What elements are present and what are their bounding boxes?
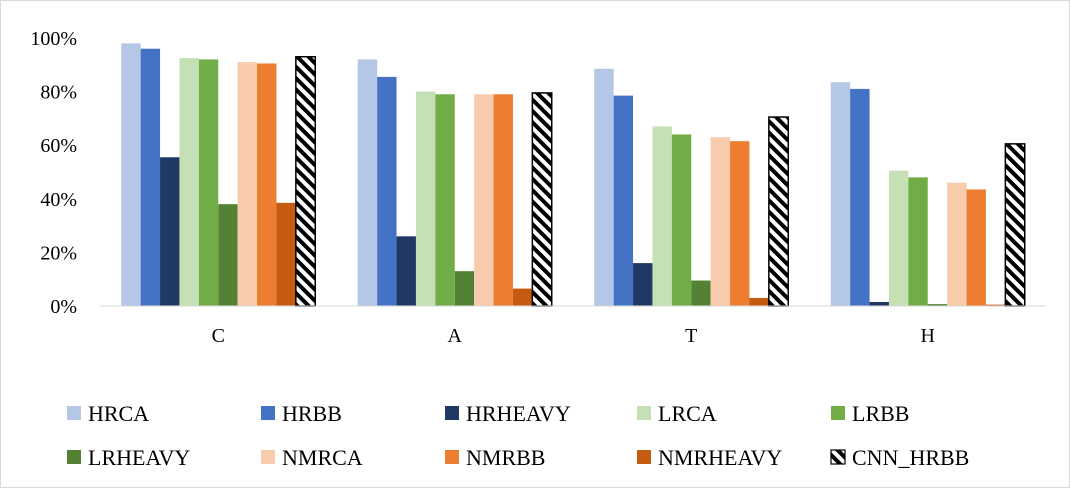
bar-hrca-t [594, 68, 614, 306]
y-tick-label-4: 80% [40, 82, 77, 104]
legend-label-nmrbb: NMRBB [466, 445, 545, 470]
bar-nmrheavy-t [749, 297, 769, 306]
bar-hrbb-c [140, 48, 161, 306]
legend-swatch-lrheavy [67, 450, 81, 464]
legend-label-hrbb: HRBB [282, 401, 342, 426]
y-tick-label-1: 20% [40, 242, 77, 264]
bar-nmrca-c [237, 62, 258, 307]
legend-swatch-hrca [67, 406, 81, 420]
legend-swatch-lrca [637, 406, 651, 420]
bar-hrbb-h [850, 88, 870, 306]
legend-swatch-nmrheavy [637, 450, 651, 464]
bar-cnn-hrbb-h [1004, 143, 1026, 307]
bars [121, 43, 1026, 307]
bar-lrca-c [179, 58, 199, 306]
bar-nmrheavy-c [276, 202, 296, 306]
bar-nmrbb-a [493, 94, 513, 306]
bar-nmrbb-c [257, 63, 277, 307]
y-tick-label-5: 100% [30, 28, 77, 50]
x-tick-label-a: A [448, 325, 463, 347]
legend-swatch-nmrca [261, 450, 275, 464]
bar-nmrbb-t [730, 141, 750, 306]
bar-hrbb-t [613, 95, 634, 307]
bar-nmrbb-h [966, 189, 986, 306]
bar-lrca-h [888, 170, 909, 306]
legend-swatch-nmrbb [445, 450, 459, 464]
legend-label-lrheavy: LRHEAVY [88, 445, 190, 470]
legend-swatch-cnn-hrbb [830, 449, 846, 465]
legend-label-lrbb: LRBB [852, 401, 909, 426]
bar-lrbb-c [198, 59, 219, 306]
x-tick-label-h: H [921, 325, 935, 347]
bar-lrheavy-h [927, 304, 948, 306]
x-tick-label-t: T [685, 325, 697, 347]
bar-lrbb-t [671, 134, 692, 306]
bar-hrca-a [357, 59, 378, 306]
legend-label-hrheavy: HRHEAVY [466, 401, 571, 426]
bar-cnn-hrbb-a [531, 92, 553, 307]
bar-cnn-hrbb-c [295, 56, 317, 307]
bar-hrca-c [121, 43, 141, 307]
bar-hrbb-a [377, 76, 397, 306]
y-tick-label-3: 60% [40, 135, 77, 157]
bar-lrbb-h [908, 177, 928, 306]
legend-swatch-hrheavy [445, 406, 459, 420]
bar-nmrheavy-a [512, 288, 533, 306]
bar-hrheavy-a [396, 236, 416, 306]
bar-cnn-hrbb-t [768, 116, 789, 307]
bar-lrheavy-a [454, 271, 475, 306]
bar-nmrheavy-h [985, 304, 1006, 306]
legend-swatch-lrbb [831, 406, 845, 420]
bar-nmrca-t [710, 137, 731, 306]
bar-lrca-t [652, 126, 672, 306]
x-tick-label-c: C [212, 325, 225, 347]
legend: HRCA HRBB HRHEAVY LRCA LRBB LRHEAVY NMRCA NMRBB… [67, 401, 969, 470]
bar-hrheavy-h [869, 301, 889, 306]
legend-label-nmrca: NMRCA [282, 445, 363, 470]
bar-nmrca-h [947, 182, 967, 306]
legend-swatch-hrbb [261, 406, 275, 420]
bar-hrca-h [830, 82, 851, 306]
bar-hrheavy-t [633, 263, 653, 306]
bar-lrheavy-t [691, 280, 711, 306]
y-axis: 0% 20% 40% 60% 80% 100% [30, 28, 77, 318]
legend-label-hrca: HRCA [88, 401, 149, 426]
y-tick-label-2: 40% [40, 189, 77, 211]
bar-lrca-a [415, 91, 436, 306]
bar-lrheavy-c [218, 204, 238, 306]
bar-hrheavy-c [160, 157, 180, 306]
bar-lrbb-a [435, 94, 455, 306]
legend-label-cnn-hrbb: CNN_HRBB [852, 445, 969, 470]
legend-label-lrca: LRCA [658, 401, 717, 426]
legend-label-nmrheavy: NMRHEAVY [658, 445, 782, 470]
y-tick-label-0: 0% [50, 296, 77, 318]
bar-nmrca-a [474, 94, 494, 306]
